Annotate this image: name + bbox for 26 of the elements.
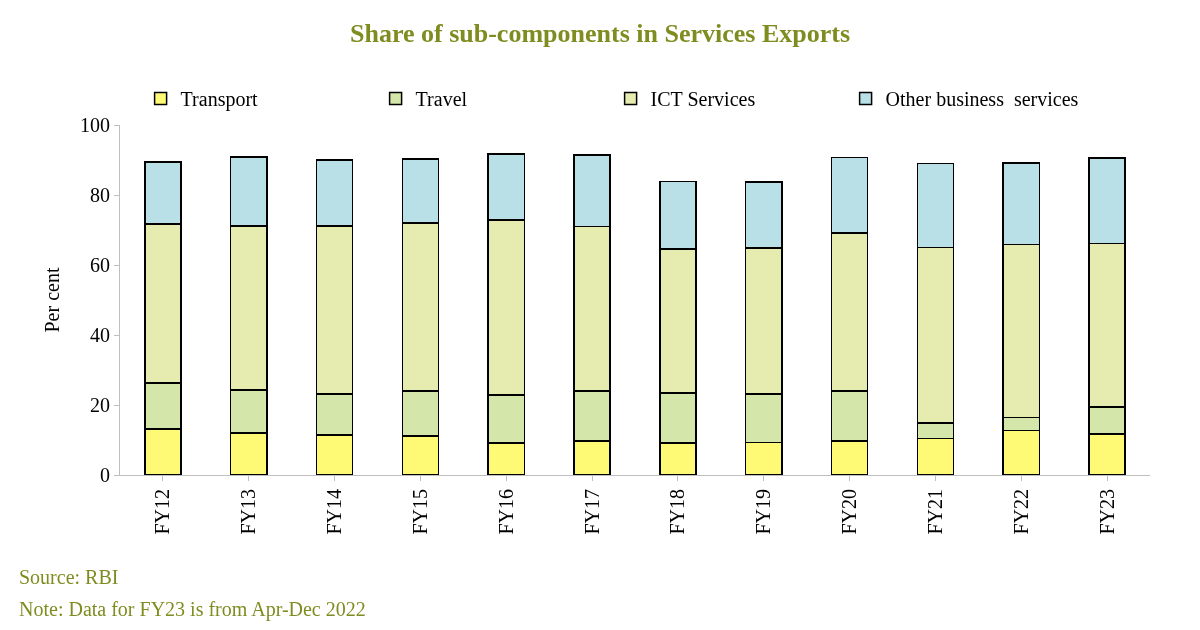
y-tick-label: 0 (100, 464, 110, 486)
x-tick-label: FY14 (323, 489, 346, 535)
legend-label: Travel (415, 88, 468, 111)
x-tick-label: FY13 (237, 489, 260, 535)
x-tick-label: FY22 (1009, 489, 1032, 535)
source-note: Source: RBI (19, 566, 119, 588)
y-tick-label: 40 (90, 324, 110, 346)
x-tick-label: FY19 (752, 489, 775, 535)
y-tick-label: 60 (90, 254, 110, 276)
y-tick-label: 80 (90, 184, 110, 206)
y-tick-label: 100 (80, 114, 110, 136)
text: Note: Data for FY23 is from Apr-Dec 2022 (19, 598, 366, 621)
chart-title: Share of sub-components in Services Exports (349, 19, 851, 49)
legend-label: ICT Services (650, 88, 756, 111)
x-tick-label: FY16 (494, 489, 517, 535)
x-tick-label: FY12 (151, 489, 174, 535)
x-tick-label: FY15 (408, 489, 431, 535)
y-tick-label: 20 (90, 394, 110, 416)
x-tick-label: FY20 (838, 489, 861, 535)
legend-label: Other business services (885, 88, 1079, 111)
y-axis-title: Per cent (40, 267, 63, 333)
x-tick-label: FY17 (580, 489, 603, 535)
x-tick-label: FY18 (666, 489, 689, 535)
x-tick-label: FY23 (1095, 489, 1118, 535)
x-tick-label: FY21 (923, 489, 946, 535)
legend-label: Transport (180, 88, 259, 112)
